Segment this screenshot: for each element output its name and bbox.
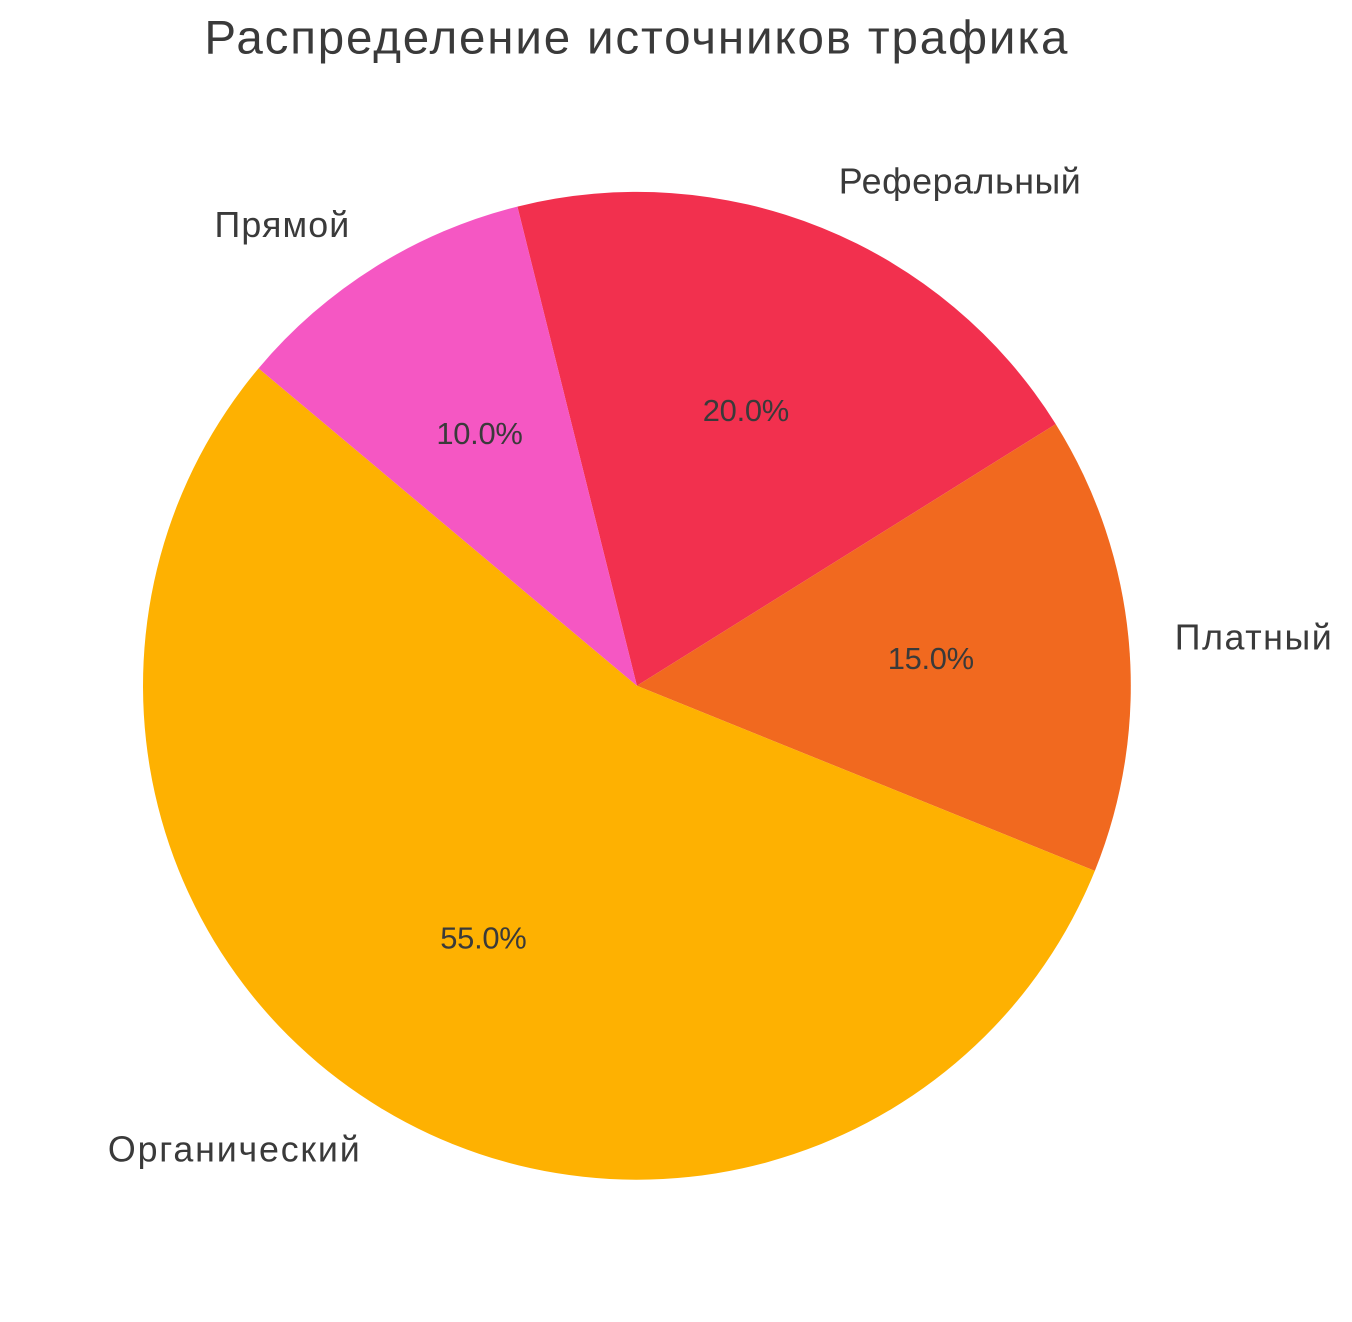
svg-text:10.0%: 10.0% (436, 416, 522, 451)
svg-text:20.0%: 20.0% (703, 393, 789, 428)
svg-text:Органический: Органический (108, 1129, 360, 1169)
svg-text:Реферальный: Реферальный (839, 162, 1081, 202)
svg-text:Распределение источников трафи: Распределение источников трафика (204, 12, 1068, 65)
svg-text:Прямой: Прямой (215, 205, 350, 245)
svg-text:55.0%: 55.0% (440, 920, 526, 955)
svg-text:15.0%: 15.0% (888, 641, 974, 676)
svg-text:Платный: Платный (1175, 618, 1332, 658)
